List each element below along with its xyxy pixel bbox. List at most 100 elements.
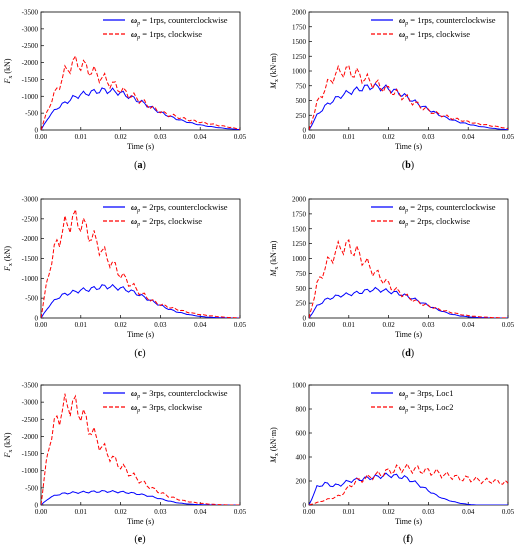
y-tick-label: 600 <box>296 430 307 438</box>
y-tick-label: 750 <box>296 82 307 90</box>
x-tick-label: 0.01 <box>75 321 88 329</box>
y-tick-label: 750 <box>296 270 307 278</box>
y-tick-label: 2000 <box>292 9 307 17</box>
y-tick-label: -1000 <box>22 93 39 101</box>
y-tick-label: 0 <box>303 502 307 510</box>
x-tick-label: 0.05 <box>502 508 515 516</box>
legend-entry-1: ωp = 3rps, counterclockwise <box>131 388 228 400</box>
y-tick-label: -3500 <box>22 9 39 17</box>
y-axis-label: Fx (kN) <box>3 246 14 272</box>
y-tick-label: -3000 <box>22 196 39 204</box>
y-tick-label: -2500 <box>22 215 39 223</box>
panel-label-a: (a) <box>134 160 146 171</box>
y-tick-label: 0 <box>303 127 307 135</box>
y-axis-label: Mx (kN·m) <box>269 53 280 90</box>
chart-panel-d: 0.00 0.01 0.02 0.03 0.04 0.05 0 250 500 750 1000 12… <box>269 196 515 360</box>
legend-entry-1: ωp = 1rps, counterclockwise <box>131 15 228 27</box>
plot-frame <box>308 384 509 506</box>
y-tick-label: -1000 <box>22 467 39 475</box>
y-tick-label: -500 <box>25 295 38 303</box>
plot-frame <box>40 11 241 131</box>
chart-panel-c: 0.00 0.01 0.02 0.03 0.04 0.05 0 -500 -1000 -1500 -… <box>3 196 247 360</box>
x-axis-label: Time (s) <box>127 330 154 339</box>
y-axis-label: Fx (kN) <box>3 432 14 458</box>
x-tick-label: 0.05 <box>234 321 247 329</box>
x-tick-label: 0.03 <box>154 321 167 329</box>
x-tick-label: 0.04 <box>194 508 207 516</box>
legend-entry-1: ωp = 3rps, Loc1 <box>399 388 454 400</box>
y-tick-label: 1750 <box>292 210 307 218</box>
y-tick-label: 1000 <box>292 68 307 76</box>
y-tick-label: -1500 <box>22 450 39 458</box>
y-tick-label: 1750 <box>292 23 307 31</box>
panel-label-e: (e) <box>134 534 145 545</box>
legend-entry-2: ωp = 3rps, Loc2 <box>399 402 454 414</box>
x-tick-label: 0.00 <box>35 508 48 516</box>
x-tick-label: 0.01 <box>75 508 88 516</box>
x-tick-label: 0.01 <box>343 508 356 516</box>
chart-panel-a: 0.00 0.01 0.02 0.03 0.04 0.05 0 -500 -1000 -1500 -… <box>3 9 247 172</box>
chart-panel-b: 0.00 0.01 0.02 0.03 0.04 0.05 0 250 500 750 1000 12… <box>269 9 515 172</box>
y-tick-label: -2000 <box>22 433 39 441</box>
series-line-2 <box>41 54 240 130</box>
y-tick-label: 0 <box>35 502 39 510</box>
series-line-2 <box>309 462 508 505</box>
legend-entry-2: ωp = 2rps, clockwise <box>399 216 470 228</box>
x-tick-label: 0.00 <box>303 321 316 329</box>
y-tick-label: -500 <box>25 484 38 492</box>
x-tick-label: 0.02 <box>114 133 127 141</box>
panel-label-c: (c) <box>134 348 145 359</box>
y-tick-label: 0 <box>35 127 39 135</box>
legend-entry-2: ωp = 1rps, clockwise <box>131 29 202 41</box>
x-tick-label: 0.02 <box>382 508 395 516</box>
x-tick-label: 0.01 <box>343 321 356 329</box>
x-tick-label: 0.05 <box>502 321 515 329</box>
x-axis-label: Time (s) <box>395 142 422 151</box>
x-tick-label: 0.03 <box>422 133 435 141</box>
panel-label-d: (d) <box>402 348 414 359</box>
x-tick-label: 0.03 <box>154 508 167 516</box>
y-tick-label: -1500 <box>22 76 39 84</box>
x-tick-label: 0.02 <box>114 321 127 329</box>
series-line-1 <box>309 472 508 505</box>
x-tick-label: 0.00 <box>303 133 316 141</box>
y-tick-label: 1000 <box>292 382 307 390</box>
y-axis-label: Fx (kN) <box>3 58 14 84</box>
legend-entry-2: ωp = 3rps, clockwise <box>131 402 202 414</box>
panel-label-f: (f) <box>403 534 413 545</box>
y-tick-label: 250 <box>296 112 307 120</box>
y-tick-label: 200 <box>296 478 307 486</box>
x-axis-label: Time (s) <box>127 517 154 526</box>
x-tick-label: 0.04 <box>462 508 475 516</box>
x-tick-label: 0.04 <box>462 321 475 329</box>
y-tick-label: 1000 <box>292 255 307 263</box>
y-tick-label: -2500 <box>22 416 39 424</box>
y-tick-label: 1500 <box>292 38 307 46</box>
y-tick-label: 2000 <box>292 196 307 204</box>
chart-panel-e: 0.00 0.01 0.02 0.03 0.04 0.05 0 -500 -1000 -1500 -… <box>3 382 247 546</box>
y-tick-label: 800 <box>296 406 307 414</box>
plot-frame <box>40 384 241 506</box>
series-line-2 <box>41 393 240 505</box>
y-axis-label: Mx (kN·m) <box>269 427 280 464</box>
legend-entry-1: ωp = 2rps, counterclockwise <box>399 202 496 214</box>
y-tick-label: -2000 <box>22 59 39 67</box>
y-tick-label: -2500 <box>22 42 39 50</box>
series-line-2 <box>309 64 508 130</box>
y-tick-label: -3500 <box>22 382 39 390</box>
legend-entry-1: ωp = 1rps, counterclockwise <box>399 15 496 27</box>
y-tick-label: -500 <box>25 110 38 118</box>
x-tick-label: 0.05 <box>502 133 515 141</box>
x-axis-label: Time (s) <box>395 517 422 526</box>
x-tick-label: 0.00 <box>35 321 48 329</box>
y-axis-label: Mx (kN·m) <box>269 240 280 277</box>
x-tick-label: 0.04 <box>194 133 207 141</box>
series-line-1 <box>309 82 508 130</box>
x-tick-label: 0.02 <box>382 133 395 141</box>
y-tick-label: 250 <box>296 300 307 308</box>
series-line-1 <box>41 489 240 505</box>
x-axis-label: Time (s) <box>127 142 154 151</box>
y-tick-label: -2000 <box>22 235 39 243</box>
series-line-1 <box>309 286 508 318</box>
